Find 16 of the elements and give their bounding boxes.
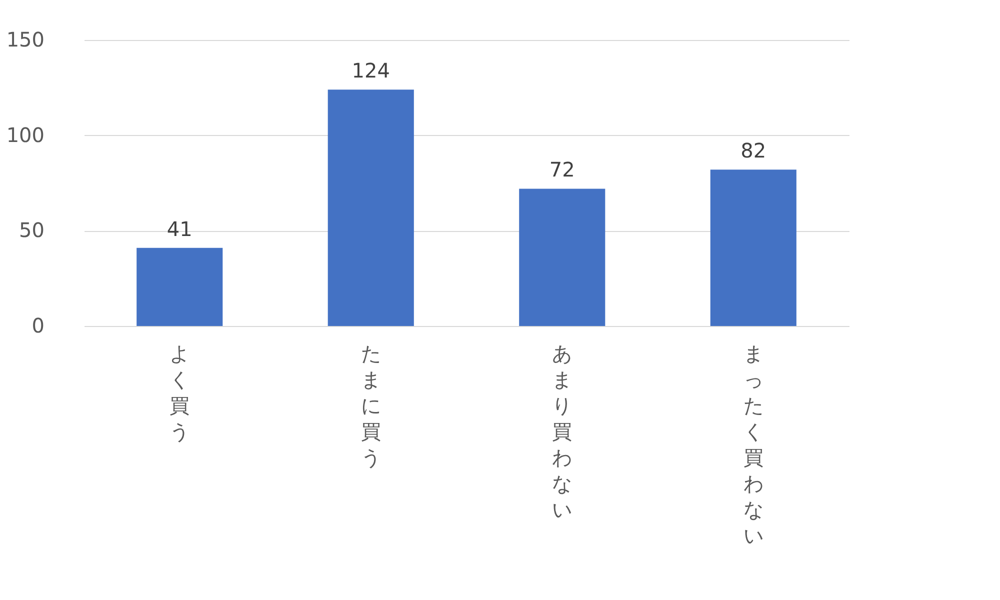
x-tick-label: まったく買わない: [743, 342, 764, 548]
y-tick-label: 50: [19, 218, 44, 242]
x-tick-label: たまに買う: [360, 342, 381, 470]
data-label: 72: [549, 158, 575, 182]
x-tick-label: あまり買わない: [552, 342, 572, 522]
y-tick-label: 100: [6, 122, 44, 147]
x-tick-label: よく買う: [170, 342, 190, 444]
y-tick-label: 0: [32, 314, 44, 338]
data-label: 41: [166, 216, 192, 241]
bar: [519, 188, 606, 326]
y-tick-label: 150: [6, 28, 44, 52]
bar: [328, 90, 414, 326]
bar: [710, 170, 796, 326]
bar: [136, 248, 223, 326]
data-label: 124: [352, 58, 390, 83]
data-label: 82: [740, 138, 766, 163]
